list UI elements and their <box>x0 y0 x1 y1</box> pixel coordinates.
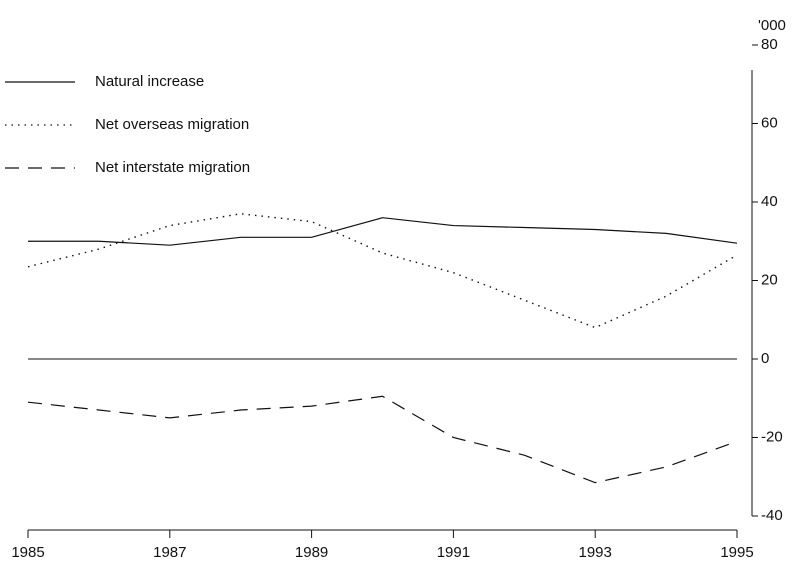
x-tick-label: 1995 <box>720 544 753 561</box>
series-line <box>27 395 738 484</box>
series-line <box>28 217 738 246</box>
legend-label: Net overseas migration <box>95 116 249 133</box>
y-tick-label: 40 <box>761 193 778 210</box>
y-tick-label: -40 <box>761 507 783 524</box>
legend-label: Natural increase <box>95 73 204 90</box>
x-tick-label: 1989 <box>295 544 328 561</box>
y-unit-label: '000 <box>758 17 786 34</box>
y-tick-label: 60 <box>761 114 778 131</box>
x-tick-label: 1991 <box>437 544 470 561</box>
y-tick-label: 80 <box>761 36 778 53</box>
x-tick-label: 1985 <box>11 544 44 561</box>
y-tick-label: 20 <box>761 271 778 288</box>
y-tick-label: -20 <box>761 428 783 445</box>
y-tick-label: 0 <box>761 350 769 367</box>
x-tick-label: 1987 <box>153 544 186 561</box>
legend-label: Net interstate migration <box>95 159 250 176</box>
x-tick-label: 1993 <box>579 544 612 561</box>
